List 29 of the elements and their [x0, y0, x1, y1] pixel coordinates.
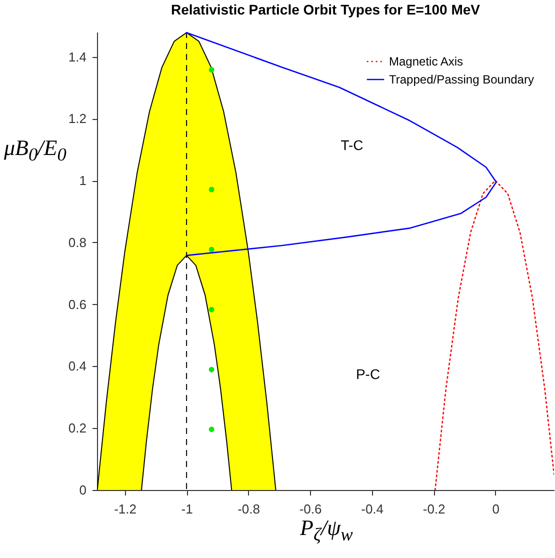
x-tick-label: 0 [492, 502, 500, 516]
point [208, 426, 214, 432]
y-axis-title: μB$_{0}$/E$_{0}$ [4, 135, 66, 165]
y-tick-label: 1.4 [68, 49, 86, 64]
y-tick-label: 0.6 [68, 296, 86, 312]
x-tick-label: -1 [181, 502, 193, 516]
y-tick-label: 0.8 [68, 234, 86, 250]
y-tick-label: 1.2 [68, 111, 86, 126]
line-series [434, 180, 554, 490]
point [208, 246, 214, 252]
x-tick-label: -0.4 [361, 502, 384, 516]
x-tick-label: -0.8 [238, 502, 260, 516]
y-tick-label: 1 [79, 173, 86, 188]
y-tick-label: 0 [79, 482, 86, 498]
point [208, 67, 214, 72]
x-tick-label: -0.6 [299, 502, 322, 516]
legend-label: Trapped/Passing Boundary [389, 72, 534, 86]
chart-title: Relativistic Particle Orbit Types for E=100 MeV [170, 2, 481, 18]
annotation: T-C [340, 137, 364, 153]
x-tick-label: -1.2 [114, 502, 136, 516]
point [208, 366, 214, 372]
x-axis-title: P$_{ζ}$/ψ$_{w}$ [300, 515, 353, 545]
y-tick-label: 0.4 [68, 358, 86, 374]
point [208, 186, 214, 192]
y-tick-label: 0.2 [68, 420, 86, 436]
legend-label: Magnetic Axis [389, 54, 464, 68]
point [208, 306, 214, 312]
annotation: P-C [356, 366, 380, 382]
x-tick-label: -0.2 [422, 502, 446, 516]
